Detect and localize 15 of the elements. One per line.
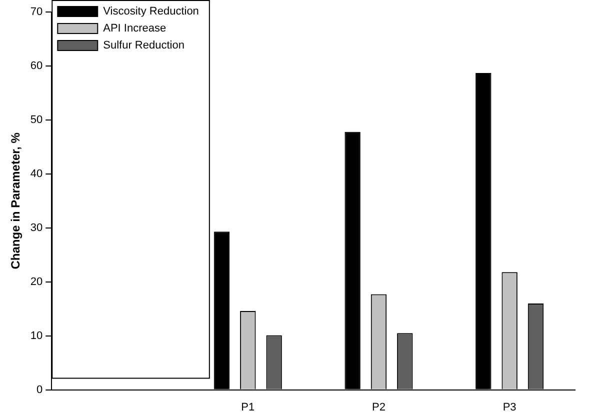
- y-tick-label: 40: [30, 168, 43, 180]
- y-axis-title: Change in Parameter, %: [8, 132, 23, 270]
- y-tick-label: 0: [36, 384, 43, 396]
- x-tick-label: P3: [502, 401, 516, 414]
- y-tick-label: 30: [30, 222, 43, 234]
- legend-label: Viscosity Reduction: [103, 6, 199, 18]
- y-tick-label: 60: [30, 60, 43, 72]
- y-tick-label: 20: [30, 276, 43, 288]
- x-tick-label: P1: [241, 401, 255, 414]
- legend-label: Sulfur Reduction: [103, 40, 184, 52]
- y-tick-label: 70: [30, 6, 43, 18]
- x-tick-label: P2: [372, 401, 386, 414]
- y-tick-label: 10: [30, 330, 43, 342]
- y-tick-label: 50: [30, 114, 43, 126]
- legend-label: API Increase: [103, 22, 166, 35]
